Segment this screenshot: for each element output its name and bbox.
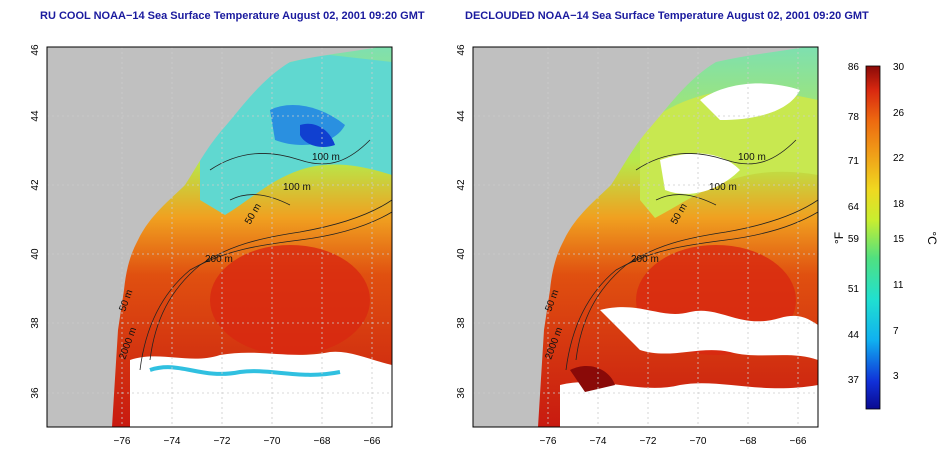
fahrenheit-tick: 86 — [848, 62, 860, 73]
y-tick-label: 42 — [456, 179, 467, 191]
fahrenheit-tick: 44 — [848, 330, 860, 341]
colorbar-unit-fahrenheit: °F — [832, 232, 846, 244]
map-frame-right — [472, 46, 819, 428]
x-tick-label: −70 — [264, 436, 281, 447]
colorbar-unit-celsius: °C — [925, 231, 939, 245]
land-mass — [473, 47, 806, 427]
celsius-tick: 15 — [893, 234, 905, 245]
y-tick-label: 46 — [30, 44, 41, 56]
fahrenheit-tick: 37 — [848, 375, 860, 386]
celsius-tick: 30 — [893, 62, 905, 73]
contour-label: 100 m — [738, 152, 766, 163]
y-tick-label: 44 — [456, 110, 467, 122]
map-frame-left — [46, 46, 393, 428]
colorbar: 86 78 71 64 59 51 44 37 30 26 22 18 15 1… — [832, 62, 939, 410]
contour-label: 100 m — [283, 182, 311, 193]
y-tick-label: 42 — [30, 179, 41, 191]
contour-label: 100 m — [709, 182, 737, 193]
y-tick-label: 46 — [456, 44, 467, 56]
y-tick-label: 38 — [30, 317, 41, 329]
colorbar-celsius-axis: 30 26 22 18 15 11 7 3 — [893, 62, 905, 382]
x-tick-label: −76 — [540, 436, 557, 447]
cloud-gap — [600, 307, 818, 360]
x-tick-label: −74 — [164, 436, 181, 447]
contour-line — [209, 139, 371, 171]
y-axis-right: 36 38 40 42 44 46 — [456, 44, 467, 399]
colorbar-fahrenheit-axis: 86 78 71 64 59 51 44 37 — [848, 62, 860, 386]
fahrenheit-tick: 59 — [848, 234, 860, 245]
fahrenheit-tick: 51 — [848, 284, 860, 295]
x-axis-right: −76 −74 −72 −70 −68 −66 — [540, 436, 807, 447]
cloud-patch — [660, 153, 740, 194]
y-tick-label: 44 — [30, 110, 41, 122]
y-tick-label: 36 — [456, 387, 467, 399]
contour-line — [149, 199, 392, 361]
x-tick-label: −72 — [640, 436, 657, 447]
y-tick-label: 38 — [456, 317, 467, 329]
x-tick-label: −68 — [740, 436, 757, 447]
cloud-patch — [700, 83, 800, 120]
contour-label: 100 m — [312, 152, 340, 163]
contour-line — [575, 199, 818, 361]
x-tick-label: −66 — [364, 436, 381, 447]
x-tick-label: −70 — [690, 436, 707, 447]
fahrenheit-tick: 64 — [848, 202, 860, 213]
map-title-right: DECLOUDED NOAA−14 Sea Surface Temperatur… — [465, 10, 869, 22]
warm-patch — [570, 365, 615, 392]
celsius-tick: 3 — [893, 371, 899, 382]
x-tick-label: −76 — [114, 436, 131, 447]
coldest-patch — [300, 123, 335, 147]
x-tick-label: −68 — [314, 436, 331, 447]
y-tick-label: 36 — [30, 387, 41, 399]
map-left: 100 m 100 m 50 m 200 m 50 m 2000 m — [47, 47, 392, 427]
cloud-edge — [149, 365, 341, 377]
celsius-tick: 11 — [893, 280, 904, 291]
contour-line — [565, 211, 818, 371]
fahrenheit-tick: 71 — [848, 156, 860, 167]
warm-eddy — [210, 245, 370, 355]
map-right: 100 m 100 m 50 m 200 m 50 m 2000 m — [473, 47, 818, 427]
celsius-tick: 18 — [893, 199, 905, 210]
cloud-gap — [560, 382, 818, 427]
x-tick-label: −66 — [790, 436, 807, 447]
contour-line — [229, 194, 291, 206]
map-title-left: RU COOL NOAA−14 Sea Surface Temperature … — [40, 10, 425, 22]
x-axis-left: −76 −74 −72 −70 −68 −66 — [114, 436, 381, 447]
contour-label: 200 m — [205, 254, 233, 265]
contour-line — [139, 211, 392, 371]
y-tick-label: 40 — [456, 248, 467, 260]
y-axis-left: 36 38 40 42 44 46 — [30, 44, 41, 399]
celsius-tick: 22 — [893, 153, 905, 164]
fahrenheit-tick: 78 — [848, 112, 860, 123]
x-tick-label: −74 — [590, 436, 607, 447]
x-tick-label: −72 — [214, 436, 231, 447]
contour-line — [655, 194, 717, 206]
land-mass — [47, 47, 380, 427]
celsius-tick: 7 — [893, 326, 899, 337]
colorbar-scale — [865, 65, 881, 410]
cloud-cover — [130, 351, 392, 427]
celsius-tick: 26 — [893, 108, 905, 119]
contour-line — [635, 139, 797, 171]
y-tick-label: 40 — [30, 248, 41, 260]
contour-label: 200 m — [631, 254, 659, 265]
